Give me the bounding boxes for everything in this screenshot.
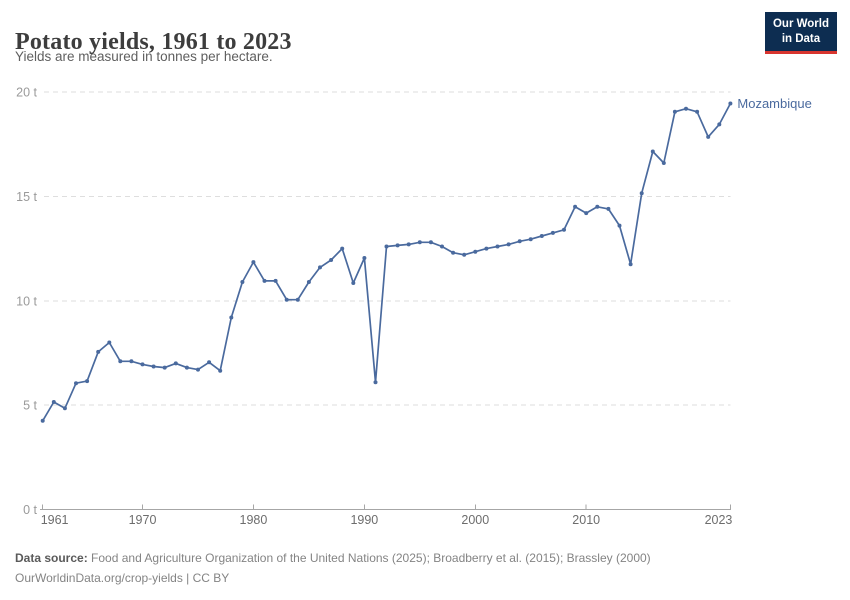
data-point [528, 237, 533, 242]
data-point [62, 406, 67, 411]
license-line: OurWorldinData.org/crop-yields | CC BY [15, 571, 230, 585]
data-point [484, 246, 489, 251]
series-label-mozambique: Mozambique [737, 96, 811, 111]
x-axis-tick-label: 1990 [350, 513, 378, 527]
y-axis-tick-label: 5 t [23, 399, 37, 413]
data-point [373, 380, 378, 385]
data-point [473, 249, 478, 254]
data-point [40, 418, 45, 423]
data-point [506, 242, 511, 247]
data-point [229, 315, 234, 320]
data-point [306, 280, 311, 284]
data-source-label: Data source: [15, 551, 88, 565]
y-axis-tick-label: 15 t [16, 190, 37, 204]
data-point [584, 211, 589, 216]
data-point [661, 161, 666, 165]
data-point [262, 278, 267, 283]
data-point [240, 280, 245, 284]
data-point [595, 204, 600, 209]
x-axis-tick-label: 2023 [705, 513, 733, 527]
data-point [440, 244, 444, 249]
data-point [495, 244, 500, 249]
chart-footer: Data source: Food and Agriculture Organi… [15, 548, 651, 588]
data-point [196, 367, 200, 372]
page-title: Potato yields, 1961 to 2023 [15, 29, 292, 56]
data-point [462, 252, 467, 257]
data-point [617, 223, 622, 228]
y-axis-tick-label: 0 t [23, 503, 37, 517]
data-point [706, 134, 711, 139]
y-axis-tick-label: 10 t [16, 294, 37, 308]
data-point [573, 204, 578, 209]
data-point [184, 365, 189, 370]
data-point [273, 278, 278, 283]
data-point [362, 256, 367, 260]
data-point [517, 239, 522, 244]
data-point [207, 360, 212, 365]
data-point [606, 206, 611, 211]
data-point [173, 361, 178, 366]
data-point [96, 349, 101, 354]
data-point [417, 240, 422, 245]
x-axis-tick-label: 2010 [572, 513, 600, 527]
data-point [550, 230, 555, 235]
data-point [107, 340, 112, 345]
x-axis-tick-label: 2000 [461, 513, 489, 527]
data-point [151, 364, 156, 369]
data-point [351, 281, 356, 285]
data-point [717, 122, 722, 127]
data-point [74, 381, 78, 386]
data-point [251, 260, 256, 265]
data-point [284, 297, 289, 302]
data-point [118, 359, 123, 364]
x-axis-tick-label: 1980 [240, 513, 268, 527]
data-point [51, 400, 56, 404]
data-point [451, 250, 456, 255]
data-point [728, 101, 733, 106]
data-point [340, 246, 345, 251]
data-point [695, 109, 700, 114]
data-source-line: Data source: Food and Agriculture Organi… [15, 548, 651, 568]
data-point [295, 297, 300, 302]
owid-logo-line1: Our World [772, 18, 829, 30]
data-point [650, 149, 655, 154]
data-point [428, 240, 433, 245]
data-point [395, 243, 400, 248]
data-source-text: Food and Agriculture Organization of the… [87, 551, 651, 565]
data-point [85, 379, 90, 384]
data-point [329, 258, 334, 262]
data-point [384, 244, 389, 249]
y-axis-tick-label: 20 t [16, 86, 37, 100]
data-point [639, 191, 644, 196]
owid-logo: Our World in Data [764, 12, 837, 54]
line-chart-canvas: 0 t 5 t 10 t 15 t 20 t 1961 1970 1980 1990 2000 20… [16, 86, 812, 528]
owid-logo-line2: in Data [781, 32, 821, 45]
data-point [140, 362, 145, 367]
data-point [162, 365, 167, 370]
data-point [562, 227, 566, 232]
data-point [129, 359, 134, 364]
data-point [684, 106, 688, 111]
x-axis-tick-label: 1970 [129, 513, 157, 527]
data-point [628, 262, 633, 267]
data-point [672, 109, 677, 114]
data-point [406, 242, 411, 247]
data-point [539, 234, 544, 238]
chart-subtitle: Yields are measured in tonnes per hectar… [15, 49, 273, 64]
data-point [318, 265, 322, 270]
data-line-mozambique [41, 102, 732, 422]
data-point [218, 368, 223, 373]
x-axis-tick-label: 1961 [41, 513, 69, 527]
